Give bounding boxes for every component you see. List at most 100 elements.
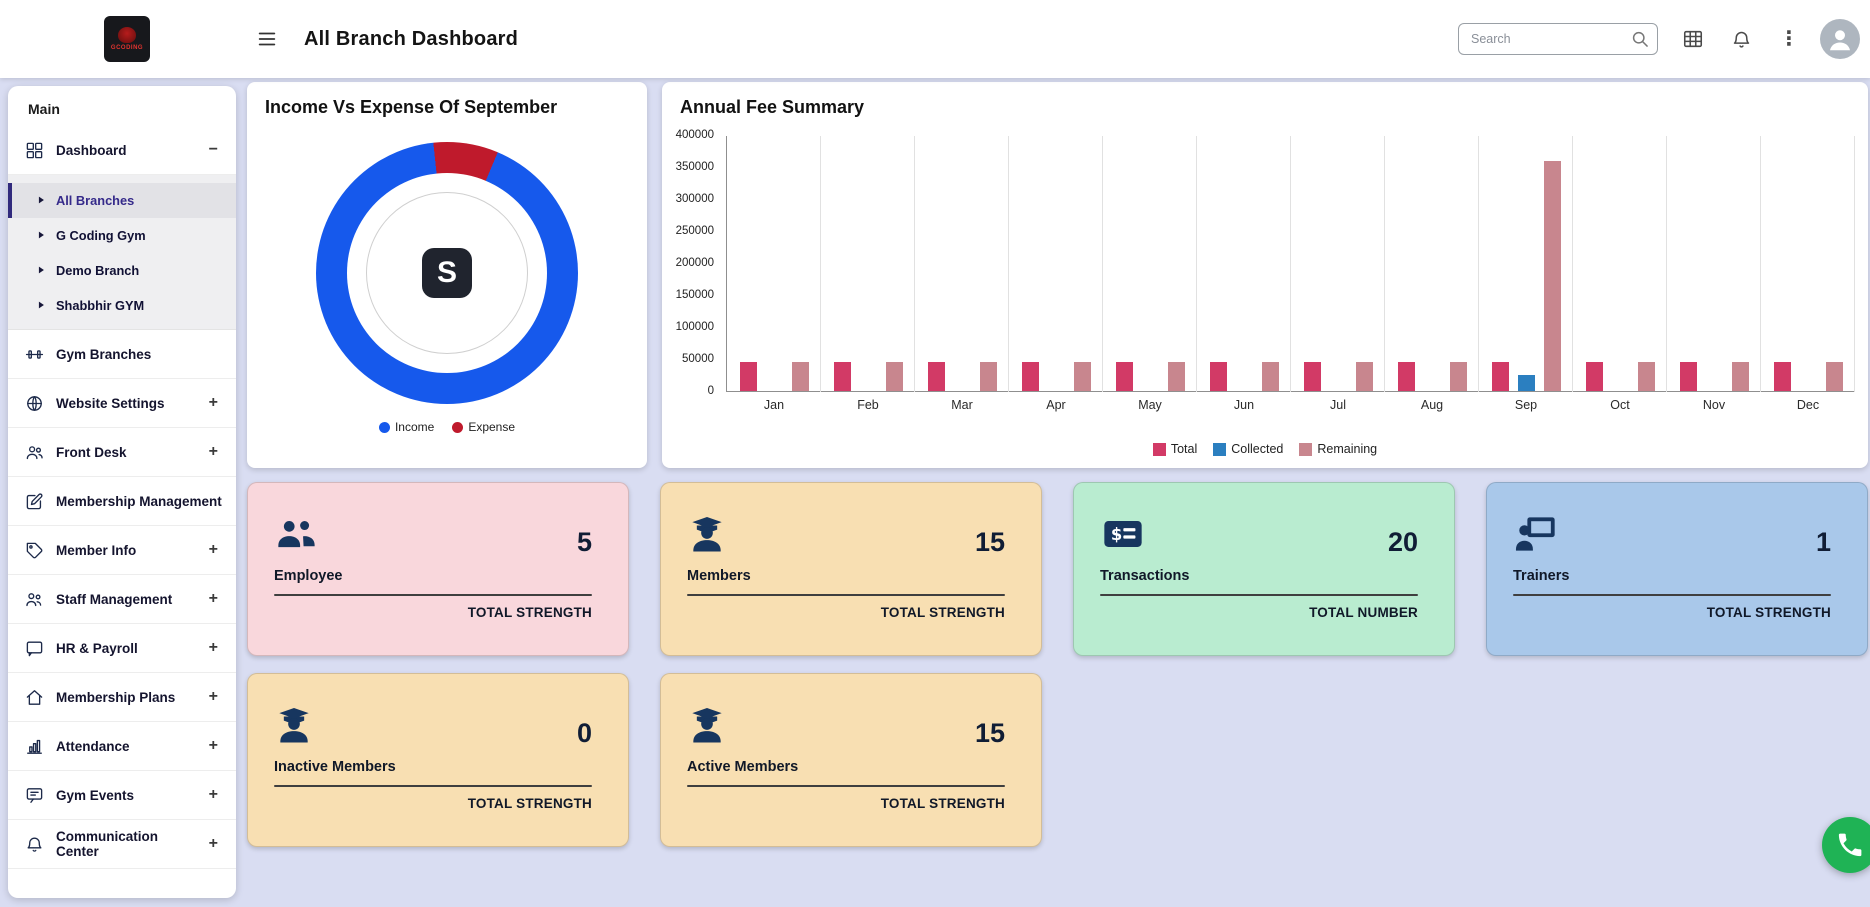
sidebar-item-hr-payroll[interactable]: HR & Payroll + bbox=[8, 624, 236, 673]
collapse-minus-icon[interactable]: − bbox=[208, 141, 218, 158]
bar-remaining-apr[interactable] bbox=[1073, 362, 1091, 391]
expand-plus-icon[interactable]: + bbox=[208, 541, 218, 558]
bar-total-may[interactable] bbox=[1115, 362, 1133, 391]
sidebar-item-front-desk[interactable]: Front Desk + bbox=[8, 428, 236, 477]
stat-card-trainers[interactable]: 1 Trainers TOTAL STRENGTH bbox=[1486, 482, 1868, 656]
search-input[interactable] bbox=[1458, 23, 1658, 55]
bar-remaining-jan[interactable] bbox=[791, 362, 809, 391]
bar-total-feb[interactable] bbox=[833, 362, 851, 391]
sidebar-subitem-label: G Coding Gym bbox=[56, 228, 146, 243]
bar-remaining-nov[interactable] bbox=[1731, 362, 1749, 391]
bar-remaining-aug[interactable] bbox=[1449, 362, 1467, 391]
bar-remaining-dec[interactable] bbox=[1825, 362, 1843, 391]
sidebar-item-label: Gym Branches bbox=[56, 346, 152, 362]
gridline bbox=[1102, 136, 1103, 392]
bar-total-nov[interactable] bbox=[1679, 362, 1697, 391]
sidebar-subitem-g-coding-gym[interactable]: G Coding Gym bbox=[8, 218, 236, 253]
y-tick-label: 200000 bbox=[675, 257, 714, 269]
menu-toggle-icon[interactable] bbox=[256, 28, 278, 50]
stat-value: 20 bbox=[1387, 527, 1418, 557]
bar-card-title: Annual Fee Summary bbox=[680, 97, 865, 117]
sidebar-item-membership-management[interactable]: Membership Management bbox=[8, 477, 236, 526]
stat-card-top: 15 bbox=[687, 507, 1005, 556]
bar-total-mar[interactable] bbox=[927, 362, 945, 391]
sidebar-item-website-settings[interactable]: Website Settings + bbox=[8, 379, 236, 428]
x-tick-label: Jan bbox=[763, 398, 785, 412]
bar-total-oct[interactable] bbox=[1585, 362, 1603, 391]
legend-dot bbox=[378, 421, 390, 433]
expand-plus-icon[interactable]: + bbox=[208, 639, 218, 656]
stat-card-members[interactable]: 15 Members TOTAL STRENGTH bbox=[660, 482, 1042, 656]
sidebar-item-gym-branches[interactable]: Gym Branches bbox=[8, 330, 236, 379]
sidebar: Main Dashboard − All Branches G Coding Gym D… bbox=[8, 86, 236, 898]
edit-icon bbox=[24, 492, 44, 511]
sidebar-item-staff-management[interactable]: Staff Management + bbox=[8, 575, 236, 624]
gridline bbox=[1760, 136, 1761, 392]
globe-icon bbox=[24, 394, 44, 413]
sidebar-item-member-info[interactable]: Member Info + bbox=[8, 526, 236, 575]
y-tick-label: 100000 bbox=[675, 321, 714, 333]
kebab-menu-icon[interactable]: ⋮ bbox=[1779, 28, 1799, 50]
bar-total-jun[interactable] bbox=[1209, 362, 1227, 391]
gridline bbox=[820, 136, 821, 392]
logo-image bbox=[118, 27, 136, 43]
search-icon[interactable] bbox=[1630, 29, 1650, 54]
stat-label: Employee bbox=[274, 568, 343, 584]
y-tick-label: 0 bbox=[707, 385, 714, 397]
bar-total-aug[interactable] bbox=[1397, 362, 1415, 391]
tag-icon bbox=[24, 541, 44, 560]
expand-plus-icon[interactable]: + bbox=[208, 835, 218, 852]
y-tick-label: 350000 bbox=[675, 161, 714, 173]
bar-remaining-may[interactable] bbox=[1167, 362, 1185, 391]
expand-plus-icon[interactable]: + bbox=[208, 737, 218, 754]
bar-total-apr[interactable] bbox=[1021, 362, 1039, 391]
sidebar-item-dashboard[interactable]: Dashboard − bbox=[8, 126, 236, 175]
expand-plus-icon[interactable]: + bbox=[208, 688, 218, 705]
bar-total-jan[interactable] bbox=[739, 362, 757, 391]
apps-grid-icon[interactable] bbox=[1680, 26, 1706, 52]
trainer-icon bbox=[1513, 515, 1559, 553]
user-avatar[interactable] bbox=[1820, 19, 1860, 59]
bar-remaining-sep[interactable] bbox=[1543, 161, 1561, 391]
gridline bbox=[1854, 136, 1855, 392]
sidebar-item-membership-plans[interactable]: Membership Plans + bbox=[8, 673, 236, 722]
sidebar-item-gym-events[interactable]: Gym Events + bbox=[8, 771, 236, 820]
bar-remaining-jul[interactable] bbox=[1355, 362, 1373, 391]
notifications-bell-icon[interactable] bbox=[1728, 26, 1754, 52]
stat-card-inactive-members[interactable]: 0 Inactive Members TOTAL STRENGTH bbox=[247, 673, 629, 847]
bar-remaining-feb[interactable] bbox=[885, 362, 903, 391]
bar-total-jul[interactable] bbox=[1303, 362, 1321, 391]
caret-right-icon bbox=[36, 227, 46, 245]
legend-dot bbox=[452, 421, 464, 433]
sidebar-item-communication-center[interactable]: Communication Center + bbox=[8, 820, 236, 869]
income-expense-donut-chart[interactable]: S bbox=[316, 142, 578, 404]
whatsapp-fab[interactable] bbox=[1822, 817, 1870, 873]
y-tick-label: 250000 bbox=[675, 225, 714, 237]
expand-plus-icon[interactable]: + bbox=[208, 443, 218, 460]
stat-footer: TOTAL NUMBER bbox=[1309, 605, 1418, 620]
sidebar-subitem-demo-branch[interactable]: Demo Branch bbox=[8, 253, 236, 288]
sidebar-subitem-shabbhir-gym[interactable]: Shabbhir GYM bbox=[8, 288, 236, 323]
bar-remaining-oct[interactable] bbox=[1637, 362, 1655, 391]
app-logo[interactable]: GCODING bbox=[104, 16, 150, 62]
sidebar-item-attendance[interactable]: Attendance + bbox=[8, 722, 236, 771]
stat-card-transactions[interactable]: $20 Transactions TOTAL NUMBER bbox=[1073, 482, 1455, 656]
expand-plus-icon[interactable]: + bbox=[208, 394, 218, 411]
bar-total-sep[interactable] bbox=[1491, 362, 1509, 391]
sidebar-subitem-all-branches[interactable]: All Branches bbox=[8, 183, 236, 218]
sidebar-item-label: Member Info bbox=[56, 542, 137, 558]
stat-card-employee[interactable]: 5 Employee TOTAL STRENGTH bbox=[247, 482, 629, 656]
stat-card-active-members[interactable]: 15 Active Members TOTAL STRENGTH bbox=[660, 673, 1042, 847]
stat-value: 5 bbox=[576, 527, 592, 557]
expand-plus-icon[interactable]: + bbox=[208, 590, 218, 607]
expand-plus-icon[interactable]: + bbox=[208, 786, 218, 803]
bar-collected-sep[interactable] bbox=[1517, 375, 1535, 391]
stat-footer: TOTAL STRENGTH bbox=[467, 796, 592, 811]
bar-remaining-jun[interactable] bbox=[1261, 362, 1279, 391]
grid-icon bbox=[24, 141, 44, 160]
gridline bbox=[1666, 136, 1667, 392]
bar-total-dec[interactable] bbox=[1773, 362, 1791, 391]
bar-remaining-mar[interactable] bbox=[979, 362, 997, 391]
x-tick-label: Jun bbox=[1233, 398, 1255, 412]
